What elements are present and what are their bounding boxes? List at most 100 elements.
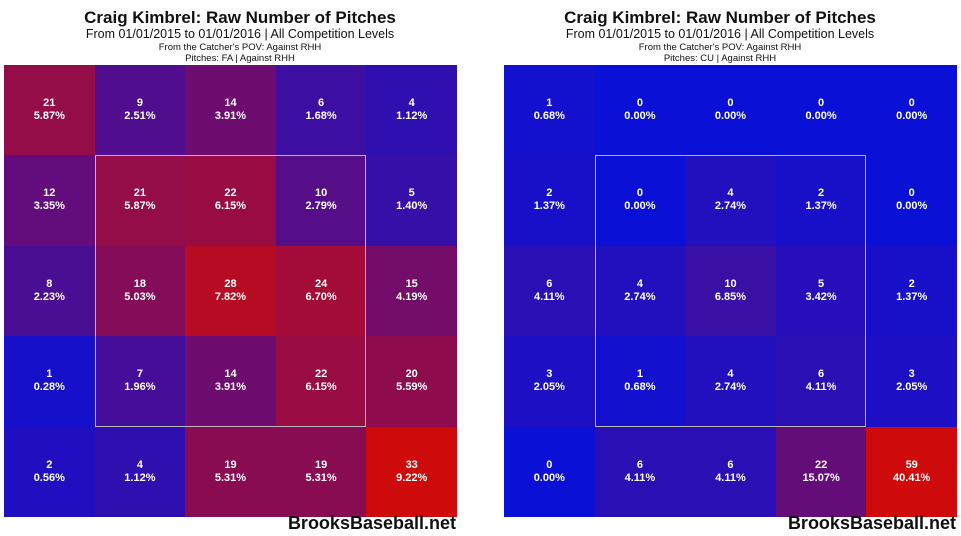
- heatmap-cell: 0 0.00%: [775, 65, 867, 156]
- cell-count-label: 59: [905, 458, 918, 471]
- heatmap-cell: 22 6.15%: [275, 336, 367, 427]
- cell-percent-label: 40.41%: [893, 471, 931, 484]
- cell-count-label: 4: [727, 368, 734, 381]
- cell-percent-label: 3.91%: [214, 110, 247, 122]
- cell-percent-label: 5.31%: [214, 471, 247, 484]
- cell-count-label: 0: [636, 187, 643, 200]
- cell-count-label: 0: [908, 187, 915, 200]
- chart-pitch-filter: Pitches: FA | Against RHH: [185, 53, 295, 64]
- cell-count-label: 9: [136, 97, 143, 109]
- cell-percent-label: 0.00%: [896, 110, 928, 122]
- heatmap-cell: 0 0.00%: [685, 65, 776, 156]
- cell-count-label: 33: [405, 458, 418, 471]
- heatmap-cell: 8 2.23%: [4, 245, 95, 337]
- cell-count-label: 18: [133, 277, 147, 290]
- cell-percent-label: 6.85%: [714, 290, 747, 303]
- cell-count-label: 14: [224, 97, 237, 109]
- cell-percent-label: 5.59%: [396, 381, 428, 394]
- cell-count-label: 4: [636, 277, 643, 290]
- cell-count-label: 3: [546, 368, 553, 381]
- heatmap-cell: 0 0.00%: [504, 426, 595, 517]
- cell-count-label: 10: [314, 187, 328, 200]
- cell-percent-label: 0.00%: [805, 110, 837, 122]
- heatmap-cell: 4 2.74%: [594, 245, 686, 337]
- heatmap-cell: 59 40.41%: [866, 426, 957, 517]
- cell-count-label: 19: [224, 458, 237, 471]
- cell-percent-label: 0.68%: [533, 110, 565, 122]
- cell-count-label: 4: [727, 187, 734, 200]
- heatmap-cell: 15 4.19%: [366, 245, 457, 337]
- heatmap-cell: 10 2.79%: [275, 155, 367, 246]
- cell-count-label: 21: [43, 97, 56, 109]
- cell-count-label: 2: [908, 277, 915, 290]
- heatmap-grid: 21 5.87% 9 2.51% 14 3.91% 6 1.68% 4 1.12% 12 3.35% 2…: [4, 65, 457, 517]
- heatmap-cell: 14 3.91%: [185, 65, 276, 156]
- heatmap-cell: 6 4.11%: [775, 336, 867, 427]
- cell-percent-label: 4.11%: [624, 471, 656, 484]
- cell-percent-label: 0.68%: [624, 381, 656, 394]
- cell-count-label: 6: [546, 277, 553, 290]
- cell-count-label: 5: [408, 187, 415, 200]
- cell-percent-label: 5.87%: [33, 110, 65, 122]
- cell-count-label: 19: [314, 458, 328, 471]
- heatmap-cell: 4 1.12%: [366, 65, 457, 156]
- cell-count-label: 22: [314, 368, 328, 381]
- heatmap-cell: 0 0.00%: [594, 155, 686, 246]
- heatmap-cell: 12 3.35%: [4, 155, 95, 246]
- cell-percent-label: 4.11%: [715, 471, 746, 484]
- heatmap-cell: 6 4.11%: [504, 245, 595, 337]
- chart-pov-note: From the Catcher's POV: Against RHH: [158, 42, 322, 53]
- cell-count-label: 21: [133, 187, 147, 200]
- cell-count-label: 10: [724, 277, 737, 290]
- cell-percent-label: 0.28%: [33, 381, 65, 394]
- cell-count-label: 4: [136, 458, 143, 471]
- cell-count-label: 0: [908, 97, 915, 109]
- cell-percent-label: 2.05%: [896, 381, 928, 394]
- cell-percent-label: 0.00%: [533, 471, 565, 484]
- heatmap-cell: 22 15.07%: [775, 426, 867, 517]
- chart-subtitle: From 01/01/2015 to 01/01/2016 | All Comp…: [565, 27, 875, 41]
- cell-percent-label: 1.40%: [396, 200, 428, 213]
- cell-percent-label: 1.37%: [805, 200, 837, 213]
- heatmap-cell: 1 0.68%: [594, 336, 686, 427]
- chart-panel-fa: Craig Kimbrel: Raw Number of Pitches Fro…: [0, 0, 480, 536]
- heatmap-cell: 4 2.74%: [685, 336, 776, 427]
- cell-percent-label: 0.56%: [33, 471, 65, 484]
- heatmap-cell: 7 1.96%: [94, 336, 186, 427]
- cell-count-label: 6: [636, 458, 643, 471]
- chart-title: Craig Kimbrel: Raw Number of Pitches: [564, 8, 876, 27]
- heatmap-cell: 2 0.56%: [4, 426, 95, 517]
- cell-count-label: 6: [818, 368, 825, 381]
- heatmap-cell: 1 0.68%: [504, 65, 595, 156]
- cell-percent-label: 9.22%: [396, 471, 428, 484]
- heatmap-cell: 6 1.68%: [275, 65, 367, 156]
- cell-count-label: 2: [46, 458, 53, 471]
- heatmap-cell: 33 9.22%: [366, 426, 457, 517]
- cell-percent-label: 1.12%: [396, 110, 428, 122]
- cell-count-label: 2: [546, 187, 553, 200]
- cell-count-label: 12: [43, 187, 56, 200]
- cell-count-label: 14: [224, 368, 237, 381]
- chart-panel-cu: Craig Kimbrel: Raw Number of Pitches Fro…: [480, 0, 960, 536]
- heatmap-cell: 4 1.12%: [94, 426, 186, 517]
- heatmap-cell: 24 6.70%: [275, 245, 367, 337]
- heatmap-cell: 3 2.05%: [866, 336, 957, 427]
- heatmap-cell: 14 3.91%: [185, 336, 276, 427]
- cell-count-label: 7: [136, 368, 143, 381]
- cell-percent-label: 3.35%: [33, 200, 65, 213]
- cell-percent-label: 1.68%: [305, 110, 337, 122]
- cell-count-label: 4: [408, 97, 415, 109]
- cell-count-label: 6: [318, 97, 325, 109]
- cell-percent-label: 7.82%: [214, 290, 247, 303]
- cell-count-label: 5: [818, 277, 825, 290]
- cell-count-label: 0: [818, 97, 825, 109]
- heatmap-cell: 0 0.00%: [594, 65, 686, 156]
- cell-percent-label: 2.23%: [33, 290, 65, 303]
- heatmap-cell: 9 2.51%: [94, 65, 186, 156]
- cell-percent-label: 2.51%: [124, 110, 156, 122]
- cell-count-label: 6: [727, 458, 734, 471]
- cell-count-label: 0: [636, 97, 643, 109]
- heatmap-cell: 1 0.28%: [4, 336, 95, 427]
- heatmap-cell: 0 0.00%: [866, 155, 957, 246]
- cell-count-label: 1: [636, 368, 643, 381]
